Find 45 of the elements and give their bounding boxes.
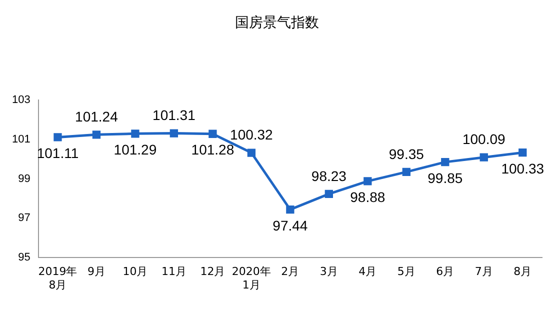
y-tick-label: 99 <box>18 172 30 185</box>
point <box>402 168 410 176</box>
data-label: 101.24 <box>75 108 118 125</box>
x-tick-label: 9月 <box>87 265 106 278</box>
point <box>364 177 372 186</box>
data-label: 100.32 <box>230 126 274 143</box>
x-tick-label: 10月 <box>122 265 148 278</box>
data-label: 101.29 <box>114 142 157 158</box>
point <box>518 148 527 157</box>
point <box>92 130 101 139</box>
x-tick-label: 2月 <box>281 265 300 278</box>
point <box>480 153 488 162</box>
y-tick-label: 95 <box>18 252 30 264</box>
x-tick-label: 6月 <box>436 265 454 278</box>
data-label: 101.11 <box>36 145 79 162</box>
point <box>247 148 256 157</box>
data-label: 100.33 <box>501 160 544 176</box>
x-tick-label: 11月 <box>161 265 186 278</box>
data-label: 100.09 <box>462 131 506 148</box>
point <box>131 130 140 138</box>
data-label: 101.28 <box>191 142 234 158</box>
data-label: 98.88 <box>350 189 386 206</box>
x-tick-label: 12月 <box>200 265 226 278</box>
x-tick-label: 8月 <box>514 265 532 278</box>
x-tick-label: 3月 <box>320 265 338 278</box>
data-label: 99.85 <box>428 170 463 186</box>
point <box>54 133 62 142</box>
point <box>170 129 178 138</box>
point <box>286 205 294 214</box>
data-label: 99.35 <box>388 146 424 162</box>
x-tick-label: 5月 <box>397 265 416 278</box>
x-tick-label: 7月 <box>474 265 493 278</box>
x-tick-label: 4月 <box>358 265 377 278</box>
x-tick-label: 2020年 1月 <box>232 265 271 292</box>
y-tick-label: 103 <box>12 94 30 106</box>
data-label: 98.23 <box>311 168 347 184</box>
chart-title: 国房景气指数 <box>234 14 320 32</box>
point <box>324 190 333 198</box>
x-tick-label: 2019年 8月 <box>38 265 78 292</box>
y-tick-label: 101 <box>12 133 30 146</box>
point <box>441 158 450 166</box>
data-label: 97.44 <box>272 217 308 234</box>
point <box>208 130 217 138</box>
y-tick-label: 97 <box>18 212 30 224</box>
data-label: 101.31 <box>152 107 196 124</box>
